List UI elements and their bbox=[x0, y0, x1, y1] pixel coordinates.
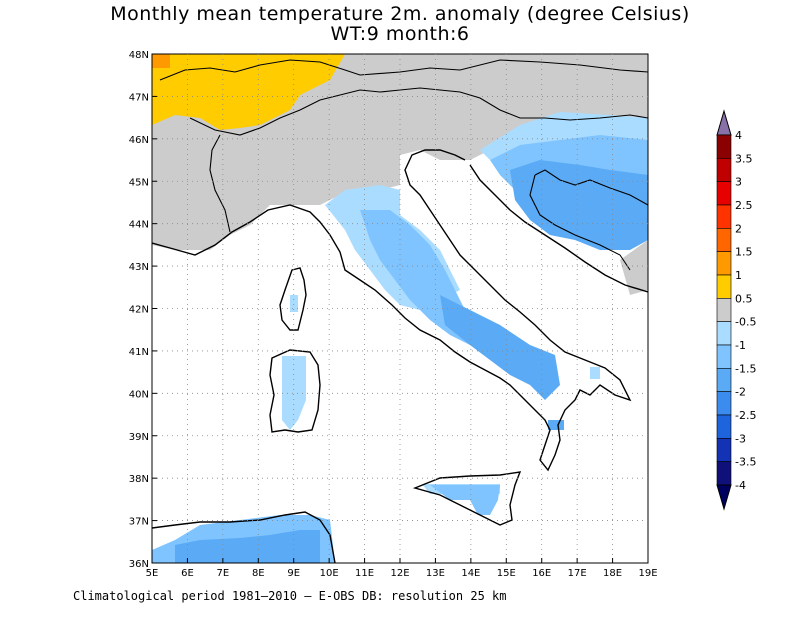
y-tick-label: 43N bbox=[129, 262, 149, 273]
map-title: Monthly mean temperature 2m. anomaly (de… bbox=[110, 3, 690, 25]
colorbar-bottom-arrow bbox=[716, 484, 732, 511]
y-tick-label: 46N bbox=[129, 135, 149, 146]
footer-note: Climatological period 1981–2010 – E-OBS … bbox=[73, 589, 507, 603]
balkan-borders bbox=[529, 169, 648, 271]
north-border bbox=[159, 59, 648, 81]
y-tick-label: 44N bbox=[129, 220, 149, 231]
axis-ticks: 5E 6E 7E 8E 9E 10E 11E 12E 13E 14E 15E 16E 17E 18E 19E… bbox=[129, 50, 658, 579]
y-tick-label: 40N bbox=[129, 389, 149, 400]
colorbar-top-arrow bbox=[716, 109, 732, 136]
colorbar-label: 2.5 bbox=[735, 199, 753, 212]
colorbar-label: 1 bbox=[735, 269, 742, 282]
anomaly-lightblue-sardinia bbox=[282, 356, 306, 430]
colorbar-label: -1 bbox=[735, 339, 746, 352]
x-tick-label: 11E bbox=[355, 568, 374, 579]
colorbar-band bbox=[716, 298, 732, 322]
x-tick-label: 14E bbox=[461, 568, 480, 579]
x-tick-label: 17E bbox=[568, 568, 587, 579]
y-tick-label: 48N bbox=[129, 50, 149, 61]
colorbar-band bbox=[716, 204, 732, 229]
colorbar-label: -3 bbox=[735, 432, 746, 445]
anomaly-lightblue-puglia bbox=[590, 367, 600, 379]
colorbar-label: -0.5 bbox=[735, 316, 756, 329]
y-tick-label: 47N bbox=[129, 92, 149, 103]
colorbar-band bbox=[716, 414, 732, 439]
anomaly-yellow-swiss bbox=[152, 54, 345, 130]
colorbar-band bbox=[716, 251, 732, 276]
x-tick-label: 6E bbox=[181, 568, 194, 579]
colorbar-label: 4 bbox=[735, 129, 742, 142]
anomaly-grey-east bbox=[620, 240, 648, 295]
colorbar-label: 1.5 bbox=[735, 246, 753, 259]
colorbar-label: -3.5 bbox=[735, 456, 756, 469]
y-tick-label: 38N bbox=[129, 474, 149, 485]
y-tick-label: 39N bbox=[129, 432, 149, 443]
x-tick-label: 12E bbox=[390, 568, 409, 579]
colorbar-label: 0.5 bbox=[735, 292, 753, 305]
colorbar-label: -2.5 bbox=[735, 409, 756, 422]
colorbar-band bbox=[716, 228, 732, 252]
sardinia-coastline bbox=[269, 349, 321, 433]
colorbar-label: -2 bbox=[735, 386, 746, 399]
anomaly-field bbox=[152, 54, 648, 563]
national-borders bbox=[189, 87, 648, 136]
italy-coastline bbox=[152, 149, 632, 472]
x-tick-label: 7E bbox=[217, 568, 230, 579]
colorbar-band bbox=[716, 461, 732, 486]
x-tick-label: 10E bbox=[320, 568, 339, 579]
x-tick-label: 19E bbox=[638, 568, 657, 579]
colorbar-band bbox=[716, 344, 732, 369]
y-tick-label: 42N bbox=[129, 305, 149, 316]
colorbar-label: 3.5 bbox=[735, 152, 753, 165]
colorbar-band bbox=[716, 368, 732, 392]
anomaly-orange-cell bbox=[152, 54, 170, 68]
alpine-border bbox=[209, 134, 231, 233]
y-tick-label: 41N bbox=[129, 347, 149, 358]
colorbar-band bbox=[716, 158, 732, 182]
x-tick-label: 9E bbox=[287, 568, 300, 579]
corsica-coastline bbox=[279, 267, 307, 331]
colorbar-band bbox=[716, 391, 732, 416]
x-tick-label: 8E bbox=[252, 568, 265, 579]
colorbar-label: 3 bbox=[735, 176, 742, 189]
colorbar-label: -4 bbox=[735, 479, 746, 492]
anomaly-blue-calabria bbox=[548, 420, 564, 430]
x-tick-label: 18E bbox=[603, 568, 622, 579]
colorbar-band bbox=[716, 181, 732, 206]
colorbar-band bbox=[716, 321, 732, 346]
colorbar-label: 2 bbox=[735, 222, 742, 235]
anomaly-blue-africa bbox=[175, 530, 320, 563]
y-tick-label: 37N bbox=[129, 517, 149, 528]
coastlines bbox=[152, 59, 648, 563]
anomaly-blue-south bbox=[440, 295, 560, 400]
x-tick-label: 5E bbox=[146, 568, 159, 579]
anomaly-lightblue-corsica bbox=[290, 295, 298, 312]
anomaly-blue-balkans bbox=[510, 160, 648, 250]
y-tick-label: 45N bbox=[129, 177, 149, 188]
colorbar: 4 3.5 3 2.5 2 1.5 1 0.5 -0.5 -1 -1.5 -2 -2.5 -3 -3.5 -4 bbox=[716, 109, 756, 511]
sicily-coastline bbox=[412, 471, 522, 526]
africa-coastline bbox=[152, 511, 336, 563]
y-tick-label: 36N bbox=[129, 559, 149, 570]
map-subtitle: WT:9 month:6 bbox=[330, 23, 470, 45]
colorbar-band bbox=[716, 438, 732, 462]
x-tick-label: 13E bbox=[426, 568, 445, 579]
x-tick-label: 16E bbox=[532, 568, 551, 579]
balkan-coastline bbox=[469, 164, 648, 293]
colorbar-band bbox=[716, 134, 732, 159]
x-tick-label: 15E bbox=[497, 568, 516, 579]
anomaly-midblue-sicily bbox=[430, 485, 500, 515]
colorbar-band bbox=[716, 274, 732, 299]
colorbar-label: -1.5 bbox=[735, 362, 756, 375]
